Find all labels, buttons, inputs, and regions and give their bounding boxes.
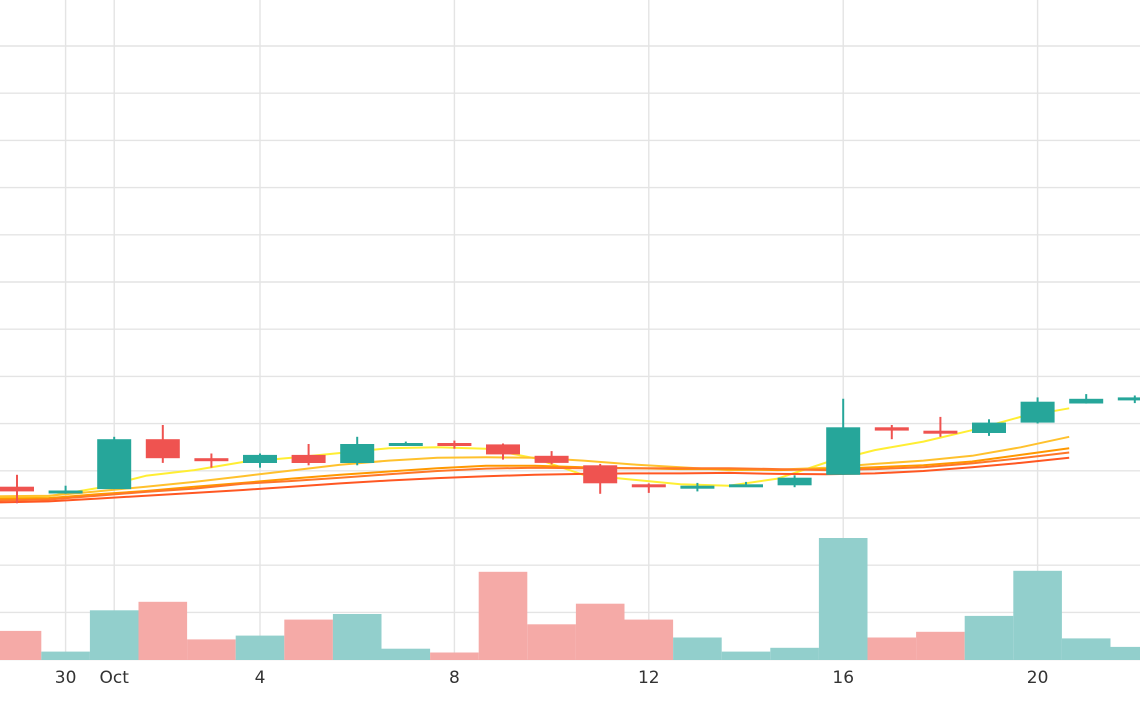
moving-average-line xyxy=(0,447,1070,500)
volume-bar xyxy=(818,538,868,660)
volume-bar xyxy=(1061,638,1111,660)
candles xyxy=(0,394,1140,504)
candle xyxy=(1117,395,1140,404)
candle-body xyxy=(388,443,423,446)
volume-bar xyxy=(964,615,1014,660)
candle-body xyxy=(0,486,34,492)
candle-body xyxy=(777,477,812,486)
x-tick-label: Oct xyxy=(99,668,129,688)
candle-body xyxy=(340,444,375,463)
candle-body xyxy=(680,485,715,489)
moving-average-line xyxy=(0,456,1070,504)
candle xyxy=(48,485,83,494)
volume-bar xyxy=(138,601,188,660)
volume-bar xyxy=(332,614,382,660)
candle xyxy=(972,419,1006,436)
volume-bar xyxy=(430,652,479,660)
candle-body xyxy=(583,465,618,484)
volume-bar xyxy=(673,637,722,660)
candle xyxy=(340,436,375,466)
x-tick-label: 30 xyxy=(55,668,77,688)
candle xyxy=(486,443,520,460)
volume-bar xyxy=(381,648,431,660)
candle xyxy=(97,436,132,490)
candle xyxy=(874,425,909,440)
volume-bar xyxy=(89,610,139,660)
volume-bar xyxy=(41,651,90,660)
candle xyxy=(534,451,569,465)
candle xyxy=(826,398,861,475)
candle-body xyxy=(1117,397,1140,401)
x-axis: 30 Oct 4 8 12 16 20 xyxy=(55,668,1049,688)
candle-body xyxy=(631,484,666,488)
candle-body xyxy=(1069,398,1104,404)
candle-body xyxy=(1020,401,1055,423)
volume-bar xyxy=(916,631,965,660)
candle-body xyxy=(729,484,763,488)
x-tick-label: 12 xyxy=(638,668,660,688)
x-tick-label: 4 xyxy=(255,668,266,688)
x-tick-label: 20 xyxy=(1027,668,1049,688)
volume-bars xyxy=(0,538,1140,660)
candle-body xyxy=(972,422,1006,433)
volume-bar xyxy=(770,647,819,660)
volume-bar xyxy=(721,651,771,660)
candle-body xyxy=(194,458,229,462)
volume-bar xyxy=(867,637,917,660)
candle xyxy=(631,483,666,493)
candle-body xyxy=(243,454,277,463)
volume-bar xyxy=(1013,570,1062,660)
candle-body xyxy=(826,427,861,475)
moving-average-line xyxy=(0,451,1070,502)
volume-bar xyxy=(0,630,42,660)
candle-body xyxy=(437,443,472,446)
volume-bar xyxy=(527,624,576,660)
candle-body xyxy=(97,439,132,490)
candle xyxy=(1069,394,1104,404)
candle xyxy=(243,453,277,468)
candle xyxy=(437,440,472,449)
candle xyxy=(680,482,715,492)
volume-bar xyxy=(624,619,674,660)
candle xyxy=(0,474,34,504)
candle xyxy=(583,463,618,494)
candle xyxy=(777,475,812,488)
candle-body xyxy=(534,455,569,463)
candle xyxy=(291,444,326,466)
candle xyxy=(923,416,958,437)
volume-bar xyxy=(478,571,528,660)
candle-body xyxy=(923,430,958,434)
grid xyxy=(0,0,1140,661)
candle xyxy=(1020,397,1055,424)
candle-body xyxy=(145,439,180,459)
x-tick-label: 8 xyxy=(449,668,460,688)
candle-body xyxy=(291,454,326,463)
candle-body xyxy=(874,427,909,431)
candle xyxy=(194,453,229,468)
candle-body xyxy=(486,444,520,455)
candle xyxy=(729,481,763,488)
x-tick-label: 16 xyxy=(832,668,854,688)
volume-bar xyxy=(235,635,285,660)
candle-body xyxy=(48,490,83,494)
volume-bar xyxy=(1110,646,1140,660)
candle xyxy=(388,441,423,446)
candle xyxy=(145,425,180,463)
volume-bar xyxy=(187,639,236,660)
volume-bar xyxy=(284,619,333,660)
volume-bar xyxy=(575,603,625,660)
